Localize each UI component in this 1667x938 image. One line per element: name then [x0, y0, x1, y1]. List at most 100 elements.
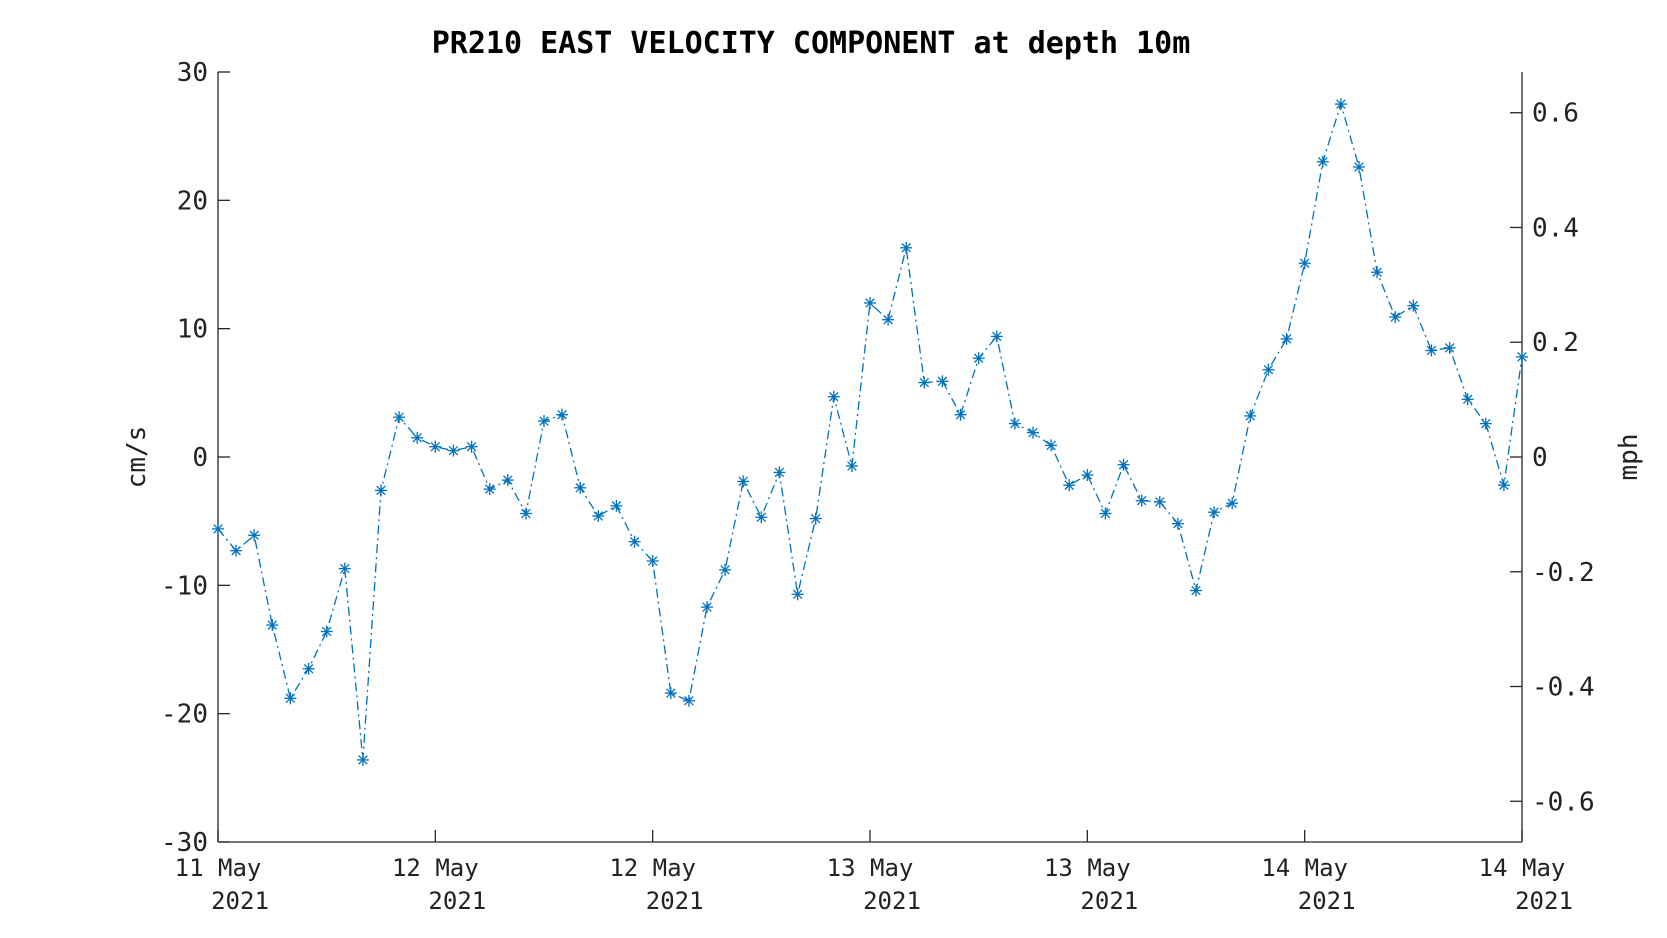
right-y-ticks: 0.6 0.4 0.2 0 -0.2 -0.4 -0.6	[1510, 99, 1595, 817]
data-point	[338, 562, 351, 575]
data-point	[375, 484, 387, 497]
right-tick-label: 0	[1532, 443, 1548, 473]
data-point	[664, 687, 677, 700]
data-point	[248, 529, 261, 542]
data-point	[882, 313, 895, 326]
left-tick-label: 0	[192, 443, 208, 473]
data-point	[646, 555, 659, 567]
right-y-axis-label: mph	[1614, 434, 1644, 481]
data-point	[701, 601, 713, 614]
data-point	[1081, 469, 1094, 481]
data-point	[1099, 507, 1112, 520]
data-point	[936, 375, 949, 388]
data-point	[1190, 584, 1202, 597]
left-tick-label: -10	[161, 571, 208, 601]
data-point	[483, 483, 496, 496]
data-point	[954, 408, 967, 421]
data-point	[1262, 363, 1275, 376]
data-point	[1117, 458, 1130, 471]
x-tick-label-date: 13 May	[1044, 854, 1131, 882]
data-point	[574, 481, 587, 494]
data-point	[356, 753, 369, 766]
data-point	[411, 431, 424, 444]
data-point	[519, 507, 532, 520]
plot-area	[217, 72, 1523, 843]
data-point	[1316, 155, 1329, 168]
data-point	[1008, 417, 1021, 430]
data-point	[1280, 332, 1293, 345]
x-tick-label-year: 2021	[428, 887, 486, 915]
data-point	[1479, 417, 1492, 430]
data-point	[1063, 479, 1076, 492]
data-point	[1153, 495, 1166, 508]
data-point	[1371, 266, 1384, 279]
data-point	[284, 692, 297, 705]
data-point	[1045, 439, 1058, 452]
data-point	[1298, 257, 1311, 270]
x-tick-label-year: 2021	[211, 887, 269, 915]
data-point	[501, 474, 514, 487]
series-east-velocity	[212, 98, 1528, 766]
data-point	[538, 415, 550, 428]
data-point	[230, 544, 243, 557]
x-tick-label-date: 14 May	[1479, 854, 1566, 882]
data-point	[592, 510, 605, 522]
data-point	[791, 588, 804, 601]
data-point	[429, 440, 442, 453]
data-point	[212, 522, 224, 535]
left-tick-label: 10	[177, 315, 208, 345]
series-line	[217, 101, 1523, 760]
data-point	[1425, 344, 1438, 357]
chart-title: PR210 EAST VELOCITY COMPONENT at depth 1…	[432, 26, 1191, 61]
data-point	[1208, 506, 1221, 519]
data-point	[556, 408, 569, 421]
data-point	[972, 352, 985, 365]
x-tick-label-date: 11 May	[175, 854, 262, 882]
data-point	[1407, 299, 1420, 312]
data-point	[1389, 311, 1402, 324]
x-tick-label-date: 12 May	[609, 854, 696, 882]
data-point	[1027, 426, 1039, 439]
data-point	[610, 499, 623, 512]
right-tick-label: -0.4	[1532, 673, 1595, 703]
data-point	[1226, 497, 1239, 510]
data-point	[1135, 494, 1148, 507]
data-point	[447, 444, 460, 457]
x-tick-label-date: 12 May	[392, 854, 479, 882]
data-point	[1516, 350, 1528, 363]
data-point	[682, 694, 695, 707]
x-tick-label-year: 2021	[1515, 887, 1573, 915]
left-y-ticks: 30 20 10 0 -10 -20 -30	[161, 58, 230, 858]
left-tick-label: -20	[161, 700, 208, 730]
left-y-axis-label: cm/s	[122, 426, 152, 489]
data-point	[900, 241, 913, 254]
data-point	[628, 535, 641, 548]
data-point	[1461, 393, 1474, 406]
data-point	[1353, 161, 1365, 173]
data-point	[827, 390, 840, 403]
right-tick-label: 0.4	[1532, 213, 1579, 243]
data-point	[1443, 341, 1456, 354]
x-tick-label-date: 14 May	[1261, 854, 1348, 882]
data-point	[1171, 517, 1184, 530]
data-point	[719, 563, 732, 576]
data-point	[809, 512, 822, 525]
x-tick-label-year: 2021	[1298, 887, 1356, 915]
data-point	[465, 440, 478, 453]
data-point	[393, 411, 406, 424]
x-tick-label-year: 2021	[863, 887, 921, 915]
x-tick-label-date: 13 May	[827, 854, 914, 882]
data-point	[1334, 98, 1347, 111]
data-point	[1497, 479, 1510, 492]
x-ticks: 11 May 2021 12 May 2021 12 May 2021 13 May 2021…	[175, 830, 1573, 915]
data-point	[990, 330, 1003, 343]
data-point	[302, 662, 315, 675]
right-tick-label: -0.6	[1532, 787, 1595, 817]
data-point	[845, 460, 858, 472]
data-point	[755, 511, 768, 524]
right-tick-label: 0.2	[1532, 328, 1579, 358]
right-tick-label: 0.6	[1532, 99, 1579, 129]
data-point	[737, 475, 750, 488]
data-point	[1244, 409, 1257, 422]
